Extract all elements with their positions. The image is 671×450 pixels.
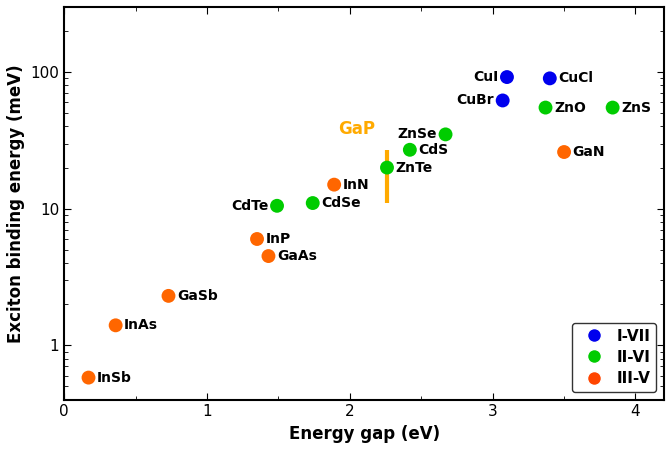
Point [559, 148, 570, 156]
Point [252, 235, 262, 243]
Point [502, 73, 513, 81]
Point [607, 104, 618, 111]
Text: GaN: GaN [572, 145, 605, 159]
Text: InSb: InSb [97, 371, 132, 385]
X-axis label: Energy gap (eV): Energy gap (eV) [289, 425, 440, 443]
Text: InP: InP [266, 232, 291, 246]
Text: CuCl: CuCl [558, 72, 593, 86]
Text: InN: InN [343, 178, 369, 192]
Text: GaP: GaP [339, 120, 376, 138]
Point [540, 104, 551, 111]
Point [405, 146, 415, 153]
Legend: I-VII, II-VI, III-V: I-VII, II-VI, III-V [572, 323, 656, 392]
Point [307, 199, 318, 207]
Point [497, 97, 508, 104]
Y-axis label: Exciton binding energy (meV): Exciton binding energy (meV) [7, 64, 25, 342]
Text: CuI: CuI [473, 70, 499, 84]
Text: InAs: InAs [124, 318, 158, 333]
Text: CdS: CdS [419, 143, 448, 157]
Text: ZnO: ZnO [554, 101, 586, 115]
Point [263, 252, 274, 260]
Text: CuBr: CuBr [456, 94, 494, 108]
Point [272, 202, 282, 209]
Text: CdTe: CdTe [231, 199, 268, 213]
Text: ZnS: ZnS [621, 101, 652, 115]
Point [544, 75, 555, 82]
Text: GaSb: GaSb [177, 289, 218, 303]
Text: ZnTe: ZnTe [396, 161, 433, 175]
Point [329, 181, 340, 188]
Text: ZnSe: ZnSe [397, 127, 437, 141]
Point [110, 322, 121, 329]
Point [83, 374, 94, 381]
Point [163, 292, 174, 300]
Text: GaAs: GaAs [277, 249, 317, 263]
Point [440, 131, 451, 138]
Text: CdSe: CdSe [321, 196, 361, 210]
Point [382, 164, 393, 171]
